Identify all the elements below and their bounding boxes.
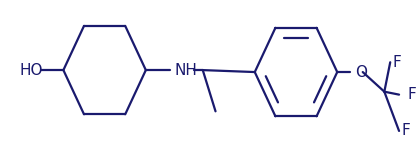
Text: F: F bbox=[401, 123, 410, 138]
Text: NH: NH bbox=[174, 63, 197, 78]
Text: O: O bbox=[355, 64, 367, 80]
Text: F: F bbox=[392, 55, 401, 70]
Text: HO: HO bbox=[19, 63, 43, 78]
Text: F: F bbox=[408, 87, 417, 102]
